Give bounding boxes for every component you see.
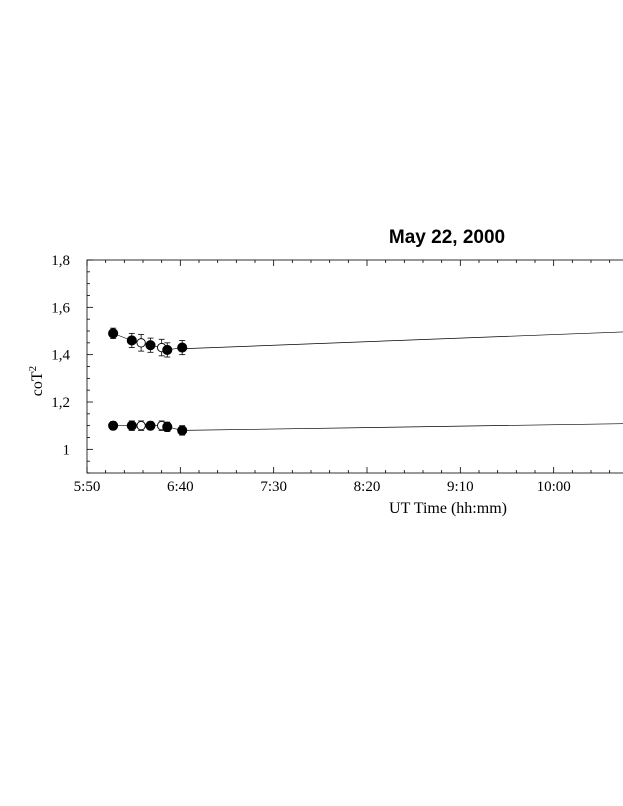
x-axis-label: UT Time (hh:mm) [389,500,507,517]
data-point-filled [126,420,137,431]
x-tick-label: 8:20 [354,479,381,495]
data-point-filled [108,420,119,431]
y-tick-label: 1,4 [51,348,70,364]
data-point-open [136,421,146,431]
y-axis-label-superscript: 2 [27,366,39,372]
data-point-open [136,338,146,348]
data-point-filled [126,335,137,346]
y-tick-label: 1,8 [51,253,70,269]
x-tick-label: 6:40 [167,479,194,495]
plot-frame [86,259,623,474]
y-tick-labels: 1,8 1,6 1,4 1,2 1 [51,253,70,458]
y-tick-label: 1,6 [51,300,70,316]
x-tick-label: 10:00 [537,479,571,495]
y-axis-label: coT2 [27,366,46,396]
data-point-filled [177,342,188,353]
data-point-filled [177,425,188,436]
series-1 [108,327,623,358]
x-tick-label: 5:50 [74,479,101,495]
data-point-filled [162,421,173,432]
series-2 [108,420,623,436]
y-tick-label: 1,2 [51,395,70,411]
data-point-filled [145,420,156,431]
y-axis-label-main: coT [29,371,46,396]
axis-ticks [86,259,611,474]
series-group [108,327,623,436]
x-tick-label: 9:10 [447,479,474,495]
data-point-filled [108,328,119,339]
y-tick-label: 1 [63,442,71,458]
x-tick-label: 7:30 [260,479,287,495]
fit-line [182,423,623,431]
data-point-filled [162,344,173,355]
chart-title: May 22, 2000 [389,227,505,248]
data-point-filled [145,340,156,351]
fit-line [182,331,623,350]
